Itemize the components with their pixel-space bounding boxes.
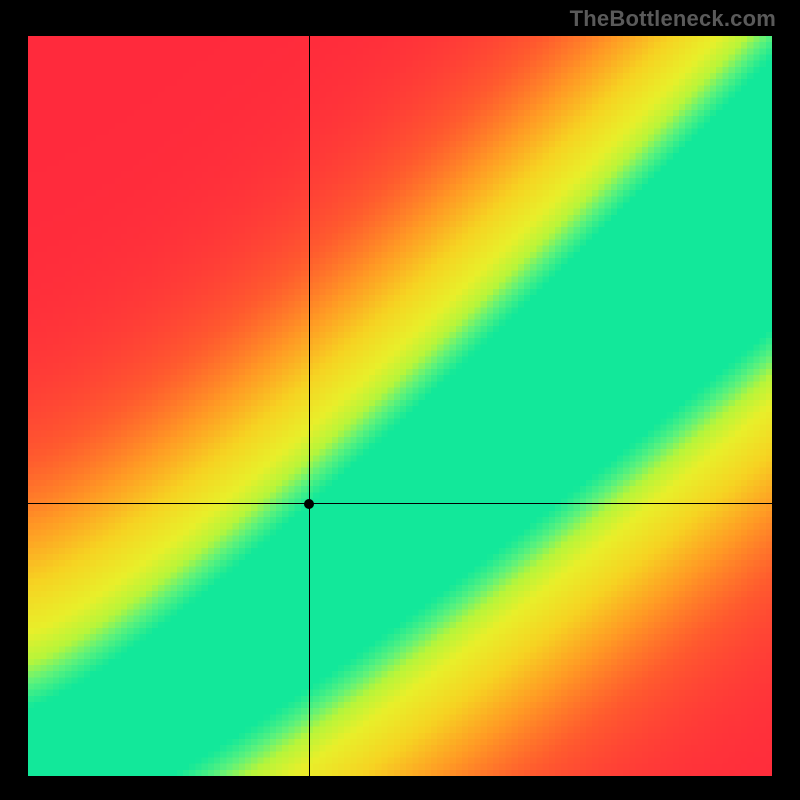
crosshair-vertical (309, 36, 310, 776)
watermark-text: TheBottleneck.com (570, 6, 776, 32)
marker-point (304, 499, 314, 509)
bottleneck-heatmap (28, 36, 772, 776)
chart-container: TheBottleneck.com (0, 0, 800, 800)
crosshair-horizontal (28, 503, 772, 504)
